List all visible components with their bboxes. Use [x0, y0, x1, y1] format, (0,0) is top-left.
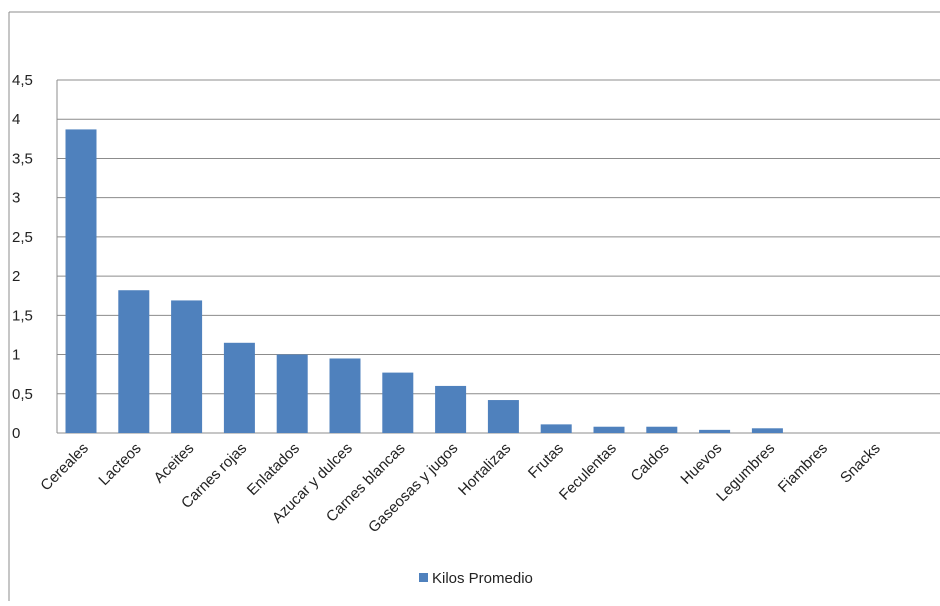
bar-feculentas: [593, 426, 625, 433]
y-tick-label: 1,5: [12, 307, 33, 324]
bar-lacteos: [118, 290, 150, 433]
y-tick-label: 4,5: [12, 72, 33, 89]
legend-swatch: [419, 573, 428, 582]
bar-hortalizas: [487, 400, 519, 433]
x-tick-label: Lacteos: [95, 440, 144, 489]
bar-series: [65, 129, 783, 434]
x-tick-label: Gaseosas y jugos: [365, 440, 461, 536]
x-tick-label: Feculentas: [556, 440, 620, 504]
y-tick-label: 3,5: [12, 150, 33, 167]
y-tick-label: 1: [12, 347, 20, 364]
bar-huevos: [699, 429, 731, 433]
y-tick-label: 4: [12, 111, 20, 128]
bar-enlatados: [276, 354, 308, 433]
bar-gaseosas-y-jugos: [435, 385, 467, 433]
x-tick-label: Hortalizas: [455, 440, 514, 499]
y-tick-label: 0,5: [12, 386, 33, 403]
bar-aceites: [171, 300, 203, 433]
y-tick-label: 3: [12, 190, 20, 207]
y-tick-label: 0: [12, 425, 20, 442]
legend-label: Kilos Promedio: [432, 570, 533, 587]
x-tick-label: Fiambres: [775, 440, 831, 496]
bar-cereales: [65, 129, 97, 434]
chart-frame-border: [8, 11, 940, 601]
x-tick-label: Aceites: [151, 440, 198, 487]
x-tick-label: Huevos: [677, 440, 725, 488]
y-gridlines: [56, 79, 940, 434]
x-tick-label: Snacks: [837, 440, 884, 487]
legend: Kilos Promedio: [419, 570, 533, 587]
y-tick-label: 2: [12, 268, 20, 285]
y-tick-label: 2,5: [12, 229, 33, 246]
bar-azucar-y-dulces: [329, 358, 361, 433]
bar-caldos: [646, 426, 678, 433]
x-tick-label: Frutas: [525, 440, 567, 482]
bar-carnes-blancas: [382, 372, 414, 433]
x-tick-label: Cereales: [37, 440, 91, 494]
bar-carnes-rojas: [223, 342, 255, 433]
y-axis-tick-labels: 0 0,5 1 1,5 2 2,5 3 3,5 4 4,5: [12, 72, 33, 442]
x-tick-label: Caldos: [628, 440, 673, 485]
bar-legumbres: [751, 428, 783, 433]
bar-frutas: [540, 424, 572, 433]
